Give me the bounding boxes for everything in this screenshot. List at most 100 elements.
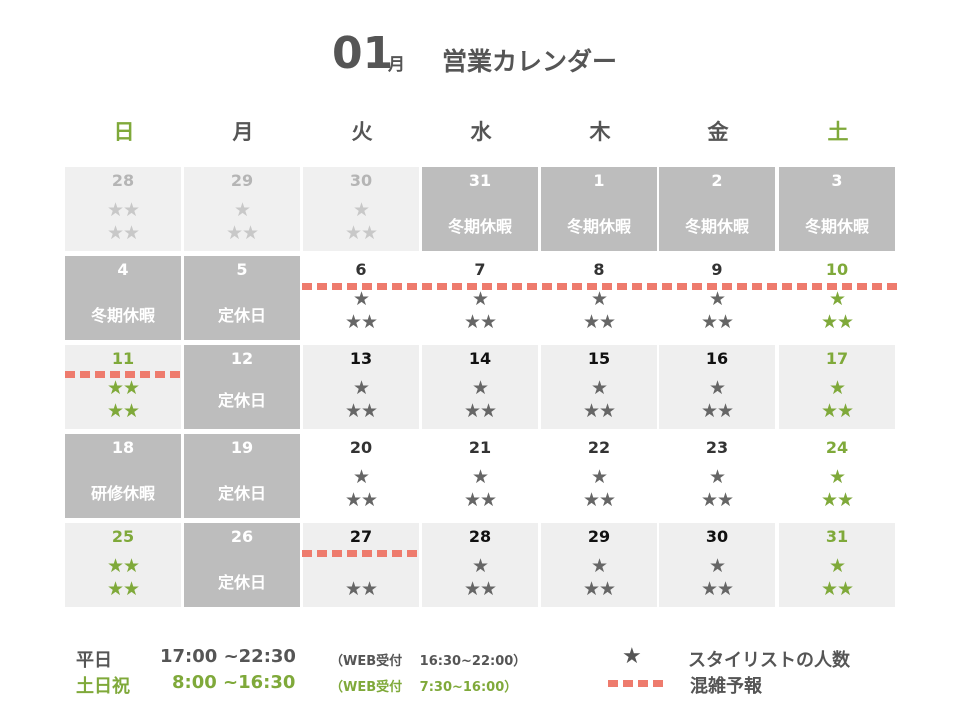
stylist-stars: ★ ★★ <box>659 466 775 512</box>
day-cell: 22 ★ ★★ <box>541 434 657 518</box>
closed-label: 定休日 <box>217 573 266 592</box>
star-icon: ★★ <box>344 222 378 244</box>
star-icon: ★ <box>352 199 370 221</box>
day-number: 11 <box>111 349 135 368</box>
stylist-stars: ★ ★★ <box>184 199 300 245</box>
star-icon: ★ <box>233 199 251 221</box>
star-icon: ★★ <box>106 578 140 600</box>
closed-label: 定休日 <box>217 484 266 503</box>
day-cell: 2 冬期休暇 <box>659 167 775 251</box>
day-cell: 31 ★ ★★ <box>779 523 895 607</box>
day-number: 30 <box>349 171 373 190</box>
star-icon: ★★ <box>463 311 497 333</box>
star-icon: ★★ <box>106 199 140 221</box>
crowd-forecast-line-week5 <box>302 550 422 557</box>
star-icon: ★ <box>352 288 370 310</box>
day-cell: 4 冬期休暇 <box>65 256 181 340</box>
weekday-header: 木 <box>589 120 611 144</box>
stylist-stars: ★ ★★ <box>303 377 419 423</box>
day-number: 16 <box>705 349 729 368</box>
star-icon: ★★ <box>106 222 140 244</box>
star-icon: ★ <box>471 288 489 310</box>
star-icon: ★ <box>590 555 608 577</box>
star-icon: ★★ <box>463 489 497 511</box>
crowd-legend-swatch <box>608 680 666 687</box>
stylist-stars: ★ ★★ <box>541 288 657 334</box>
day-number: 14 <box>468 349 492 368</box>
star-legend-text: スタイリストの人数 <box>688 650 850 671</box>
day-number: 22 <box>587 438 611 457</box>
day-cell: 7 ★ ★★ <box>422 256 538 340</box>
star-icon: ★★ <box>700 489 734 511</box>
day-number: 5 <box>236 260 248 279</box>
star-icon: ★ <box>708 555 726 577</box>
day-cell: 29 ★ ★★ <box>184 167 300 251</box>
day-cell: 16 ★ ★★ <box>659 345 775 429</box>
day-number: 9 <box>711 260 723 279</box>
star-icon: ★ <box>590 377 608 399</box>
day-number: 27 <box>349 527 373 546</box>
stylist-stars: ★ ★★ <box>779 377 895 423</box>
day-cell: 8 ★ ★★ <box>541 256 657 340</box>
star-icon: ★★ <box>820 578 854 600</box>
closed-label: 研修休暇 <box>90 484 155 503</box>
weekday-web-hours: （WEB受付 16:30~22:00） <box>330 654 527 669</box>
day-number: 2 <box>711 171 723 190</box>
star-icon: ★ <box>828 377 846 399</box>
stylist-stars: ★★ ★★ <box>65 555 181 601</box>
star-icon: ★ <box>352 377 370 399</box>
star-icon: ★★ <box>463 578 497 600</box>
stylist-stars: ★ ★★ <box>659 555 775 601</box>
day-number: 12 <box>230 349 254 368</box>
stylist-stars: ★★ ★★ <box>65 377 181 423</box>
day-cell: 21 ★ ★★ <box>422 434 538 518</box>
stylist-stars: ★ ★★ <box>541 466 657 512</box>
star-icon: ★★ <box>820 489 854 511</box>
day-cell: 12 定休日 <box>184 345 300 429</box>
closed-label: 冬期休暇 <box>566 217 631 236</box>
stylist-stars: ★ ★★ <box>422 377 538 423</box>
star-icon: ★ <box>708 466 726 488</box>
closed-label: 定休日 <box>217 306 266 325</box>
day-cell: 28 ★ ★★ <box>422 523 538 607</box>
day-cell: 28 ★★ ★★ <box>65 167 181 251</box>
day-number: 25 <box>111 527 135 546</box>
day-number: 3 <box>831 171 843 190</box>
stylist-stars: ★ ★★ <box>422 466 538 512</box>
day-cell: 11 ★★ ★★ <box>65 345 181 429</box>
day-number: 6 <box>355 260 367 279</box>
crowd-legend-text: 混雑予報 <box>690 676 762 697</box>
weekday-header: 水 <box>470 120 492 144</box>
star-icon: ★★ <box>700 400 734 422</box>
star-icon: ★ <box>352 466 370 488</box>
day-number: 8 <box>593 260 605 279</box>
day-cell: 18 研修休暇 <box>65 434 181 518</box>
day-cell: 13 ★ ★★ <box>303 345 419 429</box>
star-icon: ★ <box>828 466 846 488</box>
day-cell: 29 ★ ★★ <box>541 523 657 607</box>
stylist-stars: ★ ★★ <box>422 555 538 601</box>
day-number: 28 <box>111 171 135 190</box>
weekday-header: 金 <box>707 120 729 144</box>
day-number: 17 <box>825 349 849 368</box>
day-number: 15 <box>587 349 611 368</box>
star-icon: ★ <box>471 466 489 488</box>
star-icon: ★ <box>471 377 489 399</box>
day-cell: 27 ★★ <box>303 523 419 607</box>
stylist-stars: ★ ★★ <box>541 377 657 423</box>
day-cell: 25 ★★ ★★ <box>65 523 181 607</box>
day-cell: 19 定休日 <box>184 434 300 518</box>
day-number: 26 <box>230 527 254 546</box>
day-cell: 15 ★ ★★ <box>541 345 657 429</box>
stylist-stars: ★ ★★ <box>422 288 538 334</box>
star-icon: ★★ <box>820 400 854 422</box>
day-number: 7 <box>474 260 486 279</box>
stylist-stars: ★ ★★ <box>779 466 895 512</box>
weekday-header: 月 <box>232 120 254 144</box>
day-number: 4 <box>117 260 129 279</box>
weekend-web-hours: （WEB受付 7:30~16:00） <box>330 680 518 695</box>
day-cell: 31 冬期休暇 <box>422 167 538 251</box>
day-number: 10 <box>825 260 849 279</box>
star-icon: ★ <box>622 644 642 669</box>
star-icon: ★ <box>828 555 846 577</box>
